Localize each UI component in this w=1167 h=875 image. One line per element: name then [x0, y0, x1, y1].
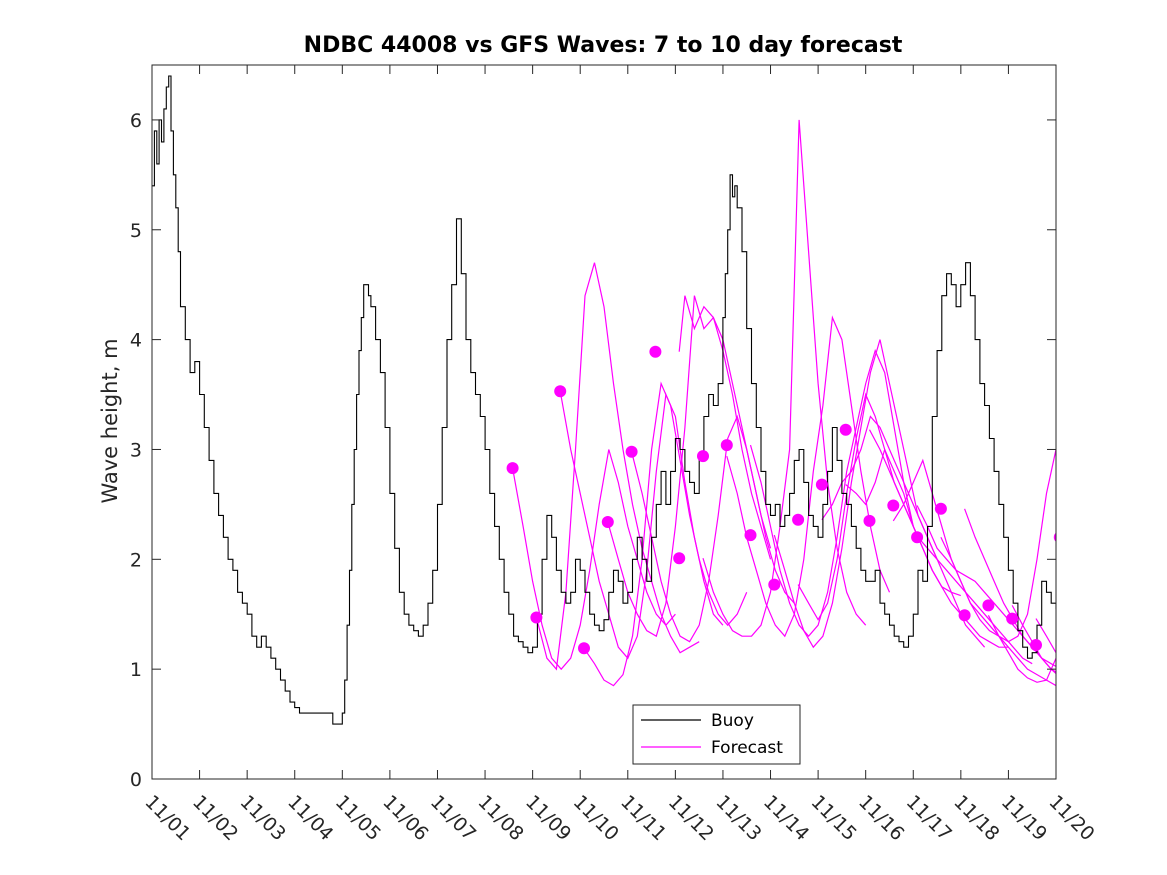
forecast-line-8 — [702, 119, 867, 637]
forecast-line-20 — [987, 615, 1056, 683]
y-tick-label-5: 5 — [130, 220, 142, 242]
y-tick-label-0: 0 — [130, 769, 142, 791]
forecast-marker-19 — [934, 502, 947, 515]
plot-area — [152, 75, 1056, 725]
y-tick-label-2: 2 — [130, 549, 142, 571]
forecast-line-21 — [1011, 605, 1056, 675]
buoy-line — [152, 75, 1056, 725]
legend: Buoy Forecast — [632, 704, 801, 765]
forecast-marker-12 — [768, 578, 781, 591]
forecast-line-16 — [892, 458, 1056, 687]
forecast-marker-2 — [530, 611, 543, 624]
forecast-marker-17 — [887, 499, 900, 512]
chart-title: NDBC 44008 vs GFS Waves: 7 to 10 day for… — [304, 33, 903, 58]
forecast-line-11 — [773, 339, 938, 649]
y-tick-label-4: 4 — [130, 330, 142, 352]
y-tick-label-6: 6 — [130, 110, 142, 132]
legend-buoy-label: Buoy — [711, 711, 754, 731]
forecast-marker-24 — [1053, 532, 1056, 542]
axes-box — [151, 64, 1057, 780]
forecast-marker-10 — [720, 439, 733, 452]
forecast-marker-21 — [982, 599, 995, 612]
forecast-marker-11 — [744, 529, 757, 542]
forecast-line-2 — [535, 262, 700, 671]
forecast-line-15 — [868, 429, 1033, 665]
forecast-marker-5 — [601, 516, 614, 528]
forecast-marker-8 — [673, 552, 686, 565]
y-axis-label: Wave height, m — [98, 338, 122, 503]
forecast-line-5 — [607, 295, 772, 638]
forecast-marker-15 — [839, 423, 852, 436]
y-tick-label-1: 1 — [130, 659, 142, 681]
legend-box — [632, 704, 801, 765]
forecast-marker-18 — [911, 531, 924, 544]
forecast-line-4 — [583, 381, 748, 687]
forecast-marker-22 — [1006, 612, 1019, 625]
forecast-marker-3 — [554, 385, 567, 398]
forecast-marker-13 — [792, 513, 805, 526]
forecast-marker-1 — [506, 462, 519, 475]
legend-forecast-label: Forecast — [711, 738, 783, 758]
forecast-marker-14 — [815, 478, 828, 491]
forecast-marker-16 — [863, 514, 876, 527]
forecast-marker-20 — [958, 609, 971, 622]
forecast-marker-23 — [1030, 639, 1042, 651]
forecast-line-10 — [749, 348, 914, 638]
forecast-marker-4 — [578, 642, 590, 655]
forecast-line-13 — [821, 415, 986, 648]
forecast-marker-6 — [625, 445, 638, 458]
forecast-line-6 — [631, 414, 795, 643]
y-axis: 0 1 2 3 4 5 6 — [130, 110, 1056, 791]
forecast-marker-7 — [649, 345, 662, 358]
y-tick-label-3: 3 — [130, 439, 142, 461]
forecast-marker-9 — [697, 450, 709, 463]
